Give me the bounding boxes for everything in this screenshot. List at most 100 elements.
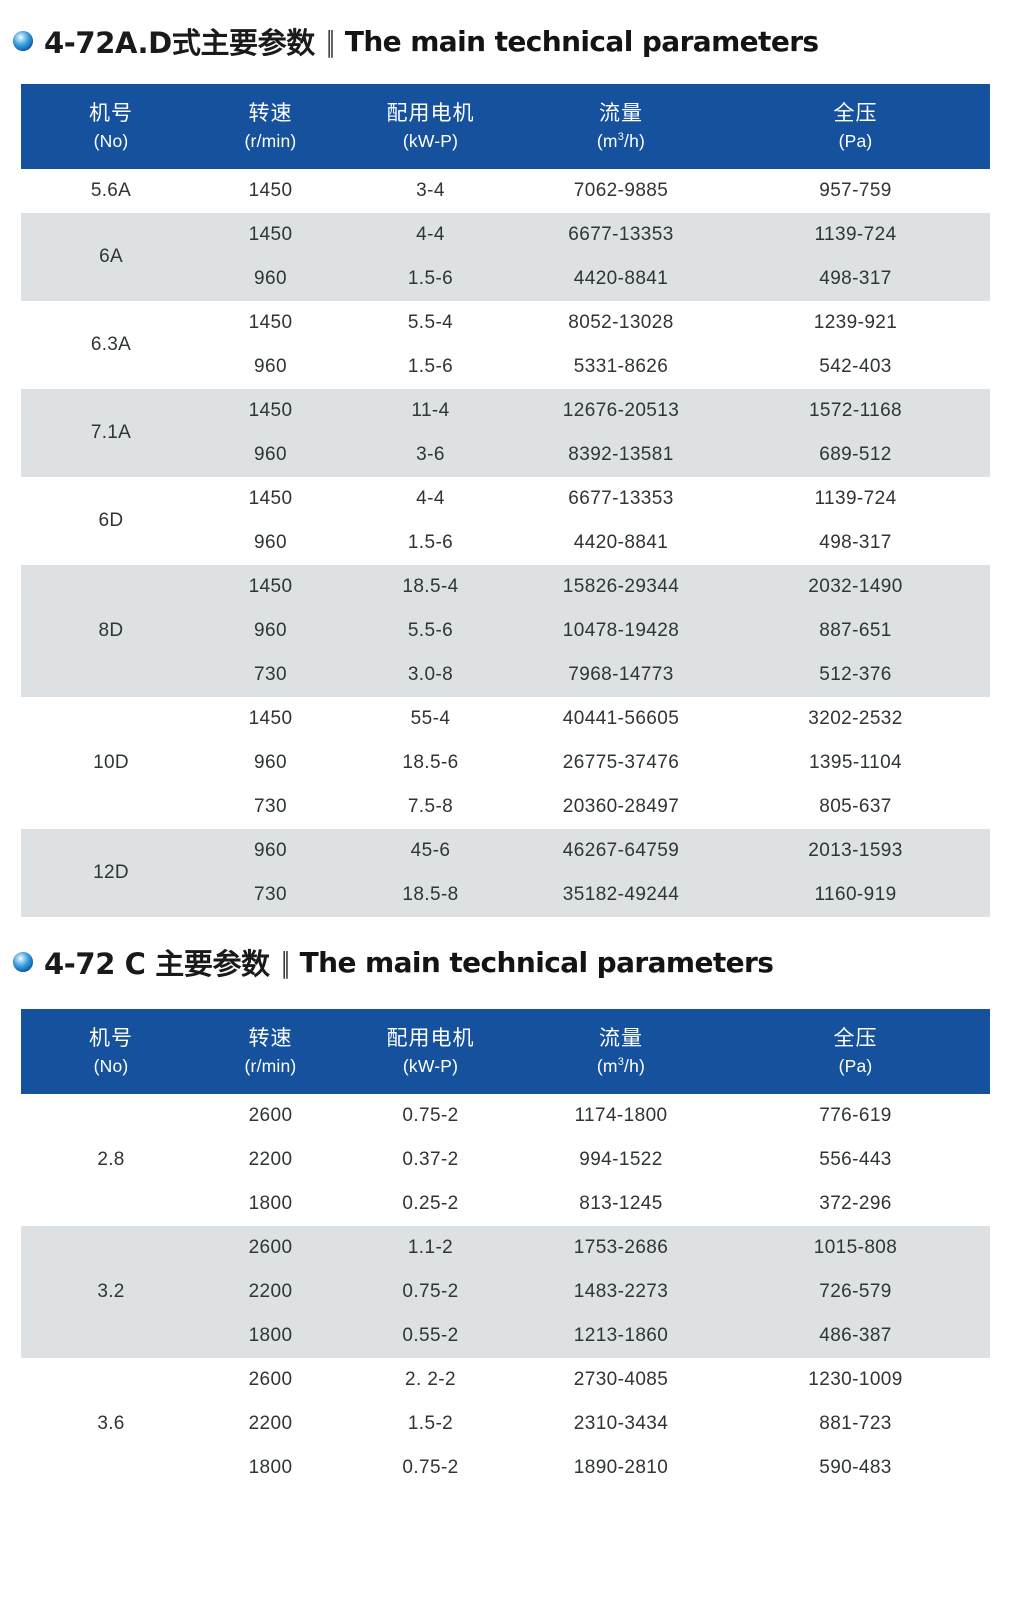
column-header-cn: 全压 — [833, 1025, 878, 1050]
table-row: 1800 0.25-2 813-1245 372-296 — [201, 1182, 990, 1226]
table-row: 960 1.5-6 5331-8626 542-403 — [201, 345, 990, 389]
cell-flow: 7968-14773 — [568, 664, 674, 685]
cell-motor: 0.55-2 — [402, 1325, 459, 1346]
group-rows: 1450 3-4 7062-9885 957-759 — [201, 169, 990, 213]
cell-motor: 45-6 — [410, 840, 451, 861]
table-row: 2600 1.1-2 1753-2686 1015-808 — [201, 1226, 990, 1270]
table-row: 730 3.0-8 7968-14773 512-376 — [201, 653, 990, 697]
cell-motor: 3-4 — [416, 180, 445, 201]
cell-pressure: 776-619 — [819, 1105, 892, 1126]
cell-rpm: 960 — [254, 356, 287, 377]
group-model-label: 3.6 — [97, 1413, 125, 1434]
unit-suffix: /h) — [624, 1056, 646, 1077]
cell-pressure: 1139-724 — [814, 488, 897, 509]
table-group: 2.8 2600 0.75-2 1174-1800 776-619 2200 0.37-2 9… — [21, 1094, 990, 1226]
cell-rpm: 1800 — [248, 1325, 293, 1346]
column-header-cn: 转速 — [248, 100, 293, 125]
cell-rpm: 960 — [254, 532, 287, 553]
table-group: 10D 1450 55-4 40441-56605 3202-2532 960 18.5-6… — [21, 697, 990, 829]
table-row: 960 5.5-6 10478-19428 887-651 — [201, 609, 990, 653]
cell-pressure: 2013-1593 — [808, 840, 903, 861]
cell-flow: 46267-64759 — [562, 840, 680, 861]
cell-rpm: 730 — [254, 796, 287, 817]
cell-motor: 55-4 — [410, 708, 451, 729]
group-rows: 2600 1.1-2 1753-2686 1015-808 2200 0.75-2 1483… — [201, 1226, 990, 1358]
column-header-4: 全压 (Pa) — [721, 1026, 990, 1078]
unit-superscript: 3 — [617, 1056, 625, 1069]
group-model-label: 5.6A — [90, 180, 132, 201]
column-header-unit: (kW-P) — [402, 1056, 459, 1077]
column-header-cn: 流量 — [599, 100, 643, 125]
group-model-label: 6A — [99, 246, 123, 267]
group-model-label: 7.1A — [90, 422, 132, 443]
group-model-label: 6D — [98, 510, 124, 531]
cell-motor: 4-4 — [416, 488, 445, 509]
cell-pressure: 1230-1009 — [808, 1369, 903, 1390]
column-header-unit: (No) — [93, 1056, 129, 1077]
cell-flow: 1213-1860 — [573, 1325, 669, 1346]
table-row: 960 18.5-6 26775-37476 1395-1104 — [201, 741, 990, 785]
cell-rpm: 1450 — [248, 180, 293, 201]
section-title-cn: 4-72 C 主要参数 — [44, 947, 270, 981]
column-header-0: 机号 (No) — [21, 101, 201, 153]
cell-pressure: 1239-921 — [813, 312, 898, 333]
section-title-cn: 4-72A.D式主要参数 — [44, 26, 315, 60]
cell-motor: 18.5-6 — [402, 752, 459, 773]
cell-flow: 8052-13028 — [568, 312, 674, 333]
table-row: 2200 0.37-2 994-1522 556-443 — [201, 1138, 990, 1182]
cell-flow: 4420-8841 — [573, 268, 669, 289]
cell-motor: 18.5-8 — [402, 884, 459, 905]
group-rows: 1450 18.5-4 15826-29344 2032-1490 960 5.5-6 10… — [201, 565, 990, 697]
group-model-label: 10D — [93, 752, 129, 773]
cell-flow: 1890-2810 — [573, 1457, 669, 1478]
cell-motor: 2. 2-2 — [405, 1369, 456, 1390]
table-row: 1800 0.55-2 1213-1860 486-387 — [201, 1314, 990, 1358]
cell-pressure: 498-317 — [819, 268, 892, 289]
cell-rpm: 2200 — [248, 1149, 293, 1170]
cell-flow: 10478-19428 — [562, 620, 680, 641]
group-model-label: 8D — [98, 620, 124, 641]
table-row: 2200 0.75-2 1483-2273 726-579 — [201, 1270, 990, 1314]
cell-flow: 6677-13353 — [568, 488, 674, 509]
group-model-label: 12D — [93, 862, 129, 883]
column-header-cn: 流量 — [599, 1025, 643, 1050]
cell-pressure: 957-759 — [819, 180, 892, 201]
column-header-2: 配用电机 (kW-P) — [340, 101, 521, 153]
group-rows: 1450 4-4 6677-13353 1139-724 960 1.5-6 4420-88… — [201, 213, 990, 301]
table-group: 6D 1450 4-4 6677-13353 1139-724 960 1.5-6 4420-… — [21, 477, 990, 565]
column-header-cn: 机号 — [89, 100, 133, 125]
group-rows: 1450 4-4 6677-13353 1139-724 960 1.5-6 4420-88… — [201, 477, 990, 565]
section-title-en: The main technical parameters — [299, 945, 774, 979]
cell-motor: 3-6 — [416, 444, 445, 465]
unit-prefix: (m — [596, 1056, 618, 1077]
cell-flow: 4420-8841 — [573, 532, 669, 553]
cell-flow: 26775-37476 — [562, 752, 680, 773]
cell-rpm: 2200 — [248, 1281, 293, 1302]
table-row: 730 7.5-8 20360-28497 805-637 — [201, 785, 990, 829]
spacer — [0, 64, 1035, 84]
table-row: 1450 4-4 6677-13353 1139-724 — [201, 477, 990, 521]
column-header-unit: (No) — [93, 131, 129, 152]
column-header-cn: 全压 — [833, 100, 878, 125]
cell-pressure: 689-512 — [819, 444, 892, 465]
cell-flow: 40441-56605 — [562, 708, 680, 729]
cell-flow: 994-1522 — [579, 1149, 663, 1170]
table-row: 960 3-6 8392-13581 689-512 — [201, 433, 990, 477]
cell-rpm: 2200 — [248, 1413, 293, 1434]
cell-motor: 0.75-2 — [402, 1457, 459, 1478]
table-row: 960 1.5-6 4420-8841 498-317 — [201, 521, 990, 565]
cell-motor: 0.75-2 — [402, 1281, 459, 1302]
cell-flow: 1174-1800 — [574, 1105, 668, 1126]
column-header-unit: (r/min) — [244, 1056, 297, 1077]
cell-flow: 7062-9885 — [573, 180, 669, 201]
table-group: 5.6A 1450 3-4 7062-9885 957-759 — [21, 169, 990, 213]
table-row: 1450 4-4 6677-13353 1139-724 — [201, 213, 990, 257]
cell-rpm: 1450 — [248, 576, 293, 597]
cell-rpm: 960 — [254, 752, 287, 773]
table-row: 1450 11-4 12676-20513 1572-1168 — [201, 389, 990, 433]
cell-pressure: 542-403 — [819, 356, 892, 377]
cell-pressure: 512-376 — [819, 664, 892, 685]
table-header-row: 机号 (No) 转速 (r/min) 配用电机 (kW-P) 流量 (m3/h) 全压 (Pa) — [21, 84, 990, 169]
cell-rpm: 1450 — [248, 224, 293, 245]
table-row: 2600 2. 2-2 2730-4085 1230-1009 — [201, 1358, 990, 1402]
